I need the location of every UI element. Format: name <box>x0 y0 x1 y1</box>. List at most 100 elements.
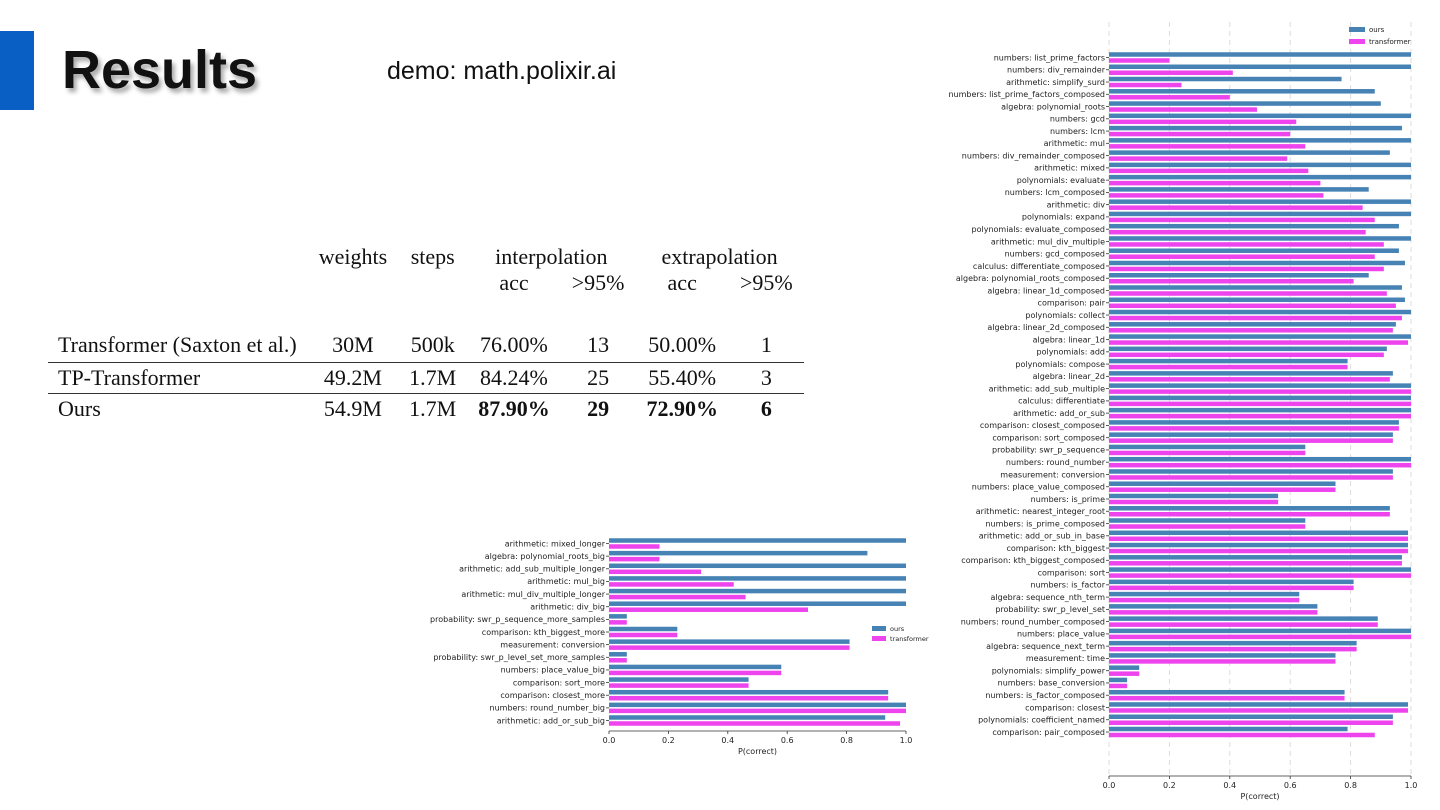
category-label: comparison: kth_biggest_composed <box>961 556 1105 565</box>
category-label: measurement: conversion <box>500 640 605 649</box>
category-label: algebra: polynomial_roots_composed <box>956 274 1105 283</box>
category-label: comparison: kth_biggest_more <box>482 628 605 637</box>
category-label: numbers: round_number_composed <box>961 617 1105 626</box>
category-label: probability: swr_p_level_set_more_sample… <box>433 653 605 662</box>
bar-ours <box>1109 640 1357 646</box>
bar-transformer <box>1109 364 1348 370</box>
category-label: numbers: round_number <box>1006 458 1106 467</box>
row-weights: 54.9M <box>323 396 382 421</box>
bar-transformer <box>1109 315 1402 321</box>
category-label: arithmetic: mul_div_multiple_longer <box>461 590 605 599</box>
category-label: arithmetic: add_or_sub <box>1013 409 1105 418</box>
bar-ours <box>1109 248 1399 253</box>
category-label: arithmetic: div <box>1047 200 1106 209</box>
bar-transformer <box>1109 732 1375 738</box>
bar-ours <box>1109 125 1402 131</box>
bar-ours <box>1109 555 1402 560</box>
category-label: comparison: pair <box>1038 299 1106 308</box>
bar-ours <box>1109 518 1306 523</box>
bar-ours <box>1109 162 1411 168</box>
category-label: algebra: linear_1d_composed <box>987 286 1105 295</box>
bar-transformer <box>1109 119 1297 125</box>
bar-transformer <box>1109 377 1390 382</box>
bar-transformer <box>609 556 660 562</box>
bar-transformer <box>609 708 906 714</box>
bar-transformer <box>1109 58 1170 63</box>
bar-transformer <box>1109 695 1345 701</box>
bar-transformer <box>1109 610 1318 615</box>
bar-ours <box>1109 64 1411 70</box>
bar-ours <box>609 715 886 720</box>
category-label: numbers: gcd_composed <box>1005 250 1105 259</box>
row-extrap-95: 1 <box>728 328 804 363</box>
x-tick-label: 0.2 <box>1163 781 1176 790</box>
category-label: algebra: sequence_nth_term <box>991 593 1106 602</box>
x-axis-label: P(correct) <box>738 747 777 756</box>
bar-transformer <box>609 683 749 688</box>
bar-ours <box>609 689 889 695</box>
x-axis-label: P(correct) <box>1240 792 1279 801</box>
bar-transformer <box>609 544 660 549</box>
category-label: algebra: sequence_next_term <box>986 642 1105 651</box>
category-label: comparison: closest <box>1025 703 1105 712</box>
bar-transformer <box>609 670 782 676</box>
bar-ours <box>1109 530 1408 536</box>
bar-transformer <box>609 632 678 638</box>
legend-label-ours: ours <box>1369 26 1385 34</box>
table-row: TP-Transformer 49.2M 1.7M 84.24% 25 55.4… <box>48 362 804 394</box>
category-label: numbers: is_factor_composed <box>985 691 1105 700</box>
category-label: polynomials: collect <box>1025 311 1105 320</box>
bar-transformer <box>1109 524 1306 529</box>
category-label: numbers: is_prime <box>1031 495 1105 504</box>
bar-transformer <box>1109 254 1375 259</box>
bar-transformer <box>1109 536 1408 542</box>
bar-transformer <box>1109 622 1378 627</box>
bar-ours <box>1109 236 1411 241</box>
bar-ours <box>609 664 782 670</box>
bar-ours <box>609 588 906 594</box>
category-label: arithmetic: mul_big <box>527 577 605 586</box>
bar-ours <box>1109 591 1300 597</box>
category-label: numbers: list_prime_factors_composed <box>948 90 1105 99</box>
row-extrap-95: 6 <box>760 396 772 421</box>
x-tick-label: 1.0 <box>1405 781 1418 790</box>
bar-ours <box>1109 322 1396 327</box>
bar-transformer <box>1109 413 1411 419</box>
row-weights: 30M <box>307 328 399 363</box>
bar-transformer <box>609 594 746 600</box>
bar-ours <box>1109 89 1375 94</box>
category-label: numbers: place_value <box>1017 630 1105 639</box>
bar-transformer <box>609 695 889 701</box>
bar-transformer <box>1109 389 1411 394</box>
bar-transformer <box>1109 70 1233 76</box>
bar-ours <box>1109 407 1411 413</box>
category-label: numbers: gcd <box>1050 115 1105 124</box>
category-label: arithmetic: add_or_sub_in_base <box>979 532 1105 541</box>
bar-transformer <box>1109 585 1354 591</box>
bar-transformer <box>1109 168 1309 174</box>
accent-bar <box>0 31 34 110</box>
row-extrap-acc: 72.90% <box>646 396 718 421</box>
category-label: arithmetic: add_or_sub_big <box>497 716 605 725</box>
bar-transformer <box>1109 671 1140 676</box>
bar-ours <box>1109 211 1411 217</box>
row-interp-95: 29 <box>587 396 610 421</box>
bar-transformer <box>1109 82 1182 88</box>
row-steps: 1.7M <box>409 396 457 421</box>
legend-label-transformer: transformer <box>1369 38 1411 46</box>
category-label: algebra: linear_1d <box>1033 335 1105 344</box>
bar-ours <box>1109 346 1387 352</box>
bar-transformer <box>1109 720 1393 725</box>
x-tick-label: 0.2 <box>662 736 675 745</box>
category-label: numbers: div_remainder_composed <box>962 151 1105 160</box>
row-interp-acc: 76.00% <box>467 328 561 363</box>
category-label: comparison: closest_composed <box>980 421 1105 430</box>
row-interp-acc: 84.24% <box>467 362 561 394</box>
category-label: numbers: round_number_big <box>490 704 605 713</box>
category-label: polynomials: simplify_power <box>992 666 1106 675</box>
category-label: arithmetic: add_sub_multiple <box>989 384 1105 393</box>
bar-transformer <box>1109 659 1336 664</box>
bar-ours <box>1109 334 1411 339</box>
bar-transformer <box>1109 95 1230 100</box>
